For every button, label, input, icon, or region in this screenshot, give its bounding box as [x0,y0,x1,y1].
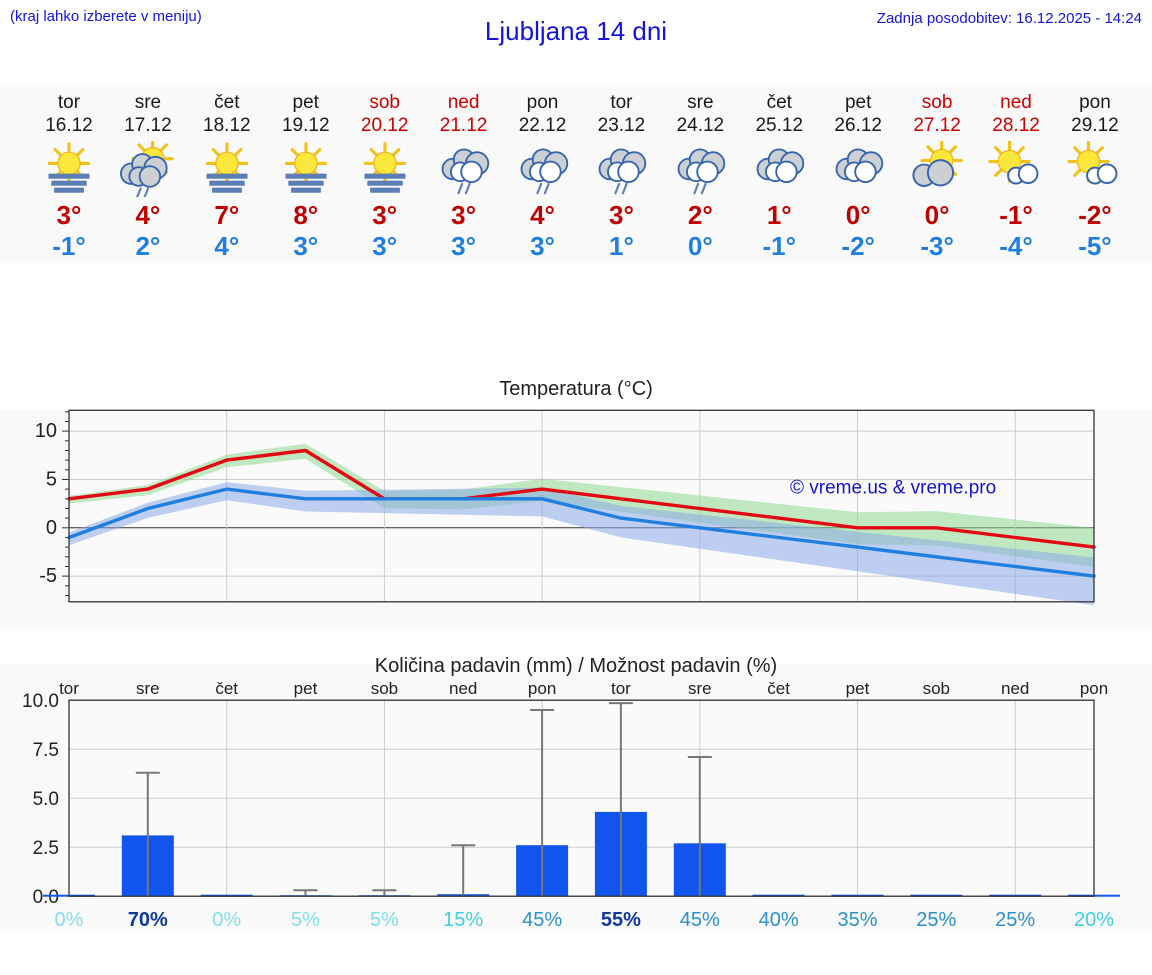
svg-text:sob: sob [923,679,950,698]
svg-text:0.0: 0.0 [33,887,59,908]
svg-text:7.5: 7.5 [33,740,59,761]
svg-text:5.0: 5.0 [33,789,59,810]
svg-text:0%: 0% [212,909,241,931]
svg-text:5: 5 [46,469,57,491]
svg-text:15%: 15% [443,909,483,931]
svg-text:čet: čet [767,679,790,698]
svg-text:2.5: 2.5 [33,838,59,859]
svg-text:tor: tor [611,679,631,698]
svg-text:0%: 0% [55,909,84,931]
svg-text:© vreme.us & vreme.pro: © vreme.us & vreme.pro [790,478,996,499]
svg-text:20%: 20% [1074,909,1114,931]
svg-text:pon: pon [1080,679,1108,698]
svg-text:45%: 45% [522,909,562,931]
svg-text:70%: 70% [128,909,168,931]
svg-text:pet: pet [846,679,870,698]
svg-text:ned: ned [1001,679,1029,698]
svg-text:pon: pon [528,679,556,698]
svg-text:pet: pet [294,679,318,698]
svg-text:ned: ned [449,679,477,698]
svg-text:čet: čet [215,679,238,698]
svg-text:sre: sre [136,679,160,698]
svg-text:40%: 40% [759,909,799,931]
svg-text:25%: 25% [995,909,1035,931]
svg-text:-5: -5 [39,565,57,587]
svg-text:0: 0 [46,517,57,539]
svg-text:sob: sob [371,679,398,698]
svg-text:25%: 25% [916,909,956,931]
svg-text:55%: 55% [601,909,641,931]
svg-text:10.0: 10.0 [22,691,59,712]
svg-text:35%: 35% [837,909,877,931]
svg-text:Temperatura (°C): Temperatura (°C) [499,378,653,400]
svg-text:10: 10 [35,420,57,442]
svg-text:45%: 45% [680,909,720,931]
svg-text:5%: 5% [370,909,399,931]
svg-text:tor: tor [59,679,79,698]
svg-text:sre: sre [688,679,712,698]
svg-text:5%: 5% [291,909,320,931]
svg-text:Količina padavin (mm) / Možnos: Količina padavin (mm) / Možnost padavin … [375,655,777,677]
